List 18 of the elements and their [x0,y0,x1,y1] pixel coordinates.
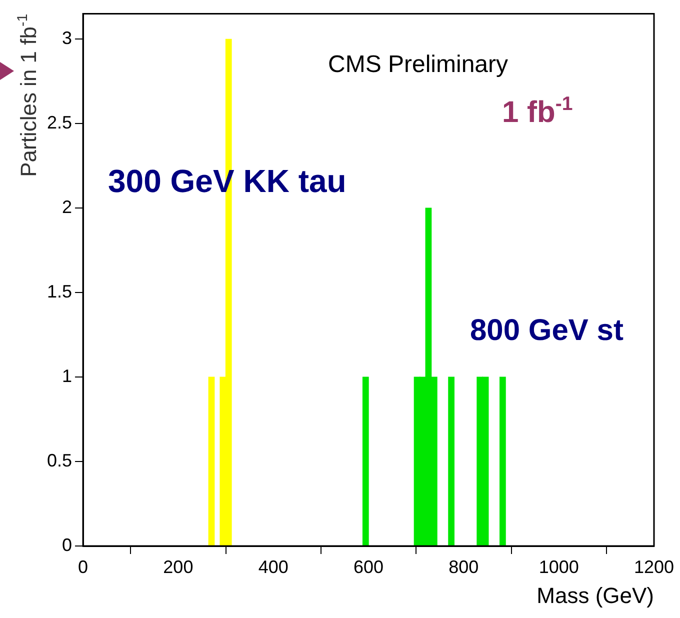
x-tick-label: 400 [258,556,288,577]
x-tick-label: 1200 [634,556,674,577]
y-tick-label: 1 [62,366,72,386]
annotation: 800 GeV st [470,314,624,347]
x-tick-label: 600 [353,556,384,577]
y-tick-label: 0 [62,534,72,555]
y-tick-label: 2 [62,197,72,218]
x-tick-label: 0 [78,556,88,577]
x-tick-label: 800 [448,556,479,577]
x-tick-label: 200 [163,556,194,577]
y-tick-label: 1.5 [46,282,72,302]
x-axis-title: Mass (GeV) [536,582,654,608]
y-tick-label: 3 [62,28,72,48]
x-tick-label: 1000 [538,556,579,577]
y-axis-title: Particles in 1 fb-1 [15,14,41,177]
annotation: CMS Preliminary [328,51,508,78]
y-tick-label: 0.5 [46,450,72,470]
y-tick-label: 2.5 [46,112,72,133]
